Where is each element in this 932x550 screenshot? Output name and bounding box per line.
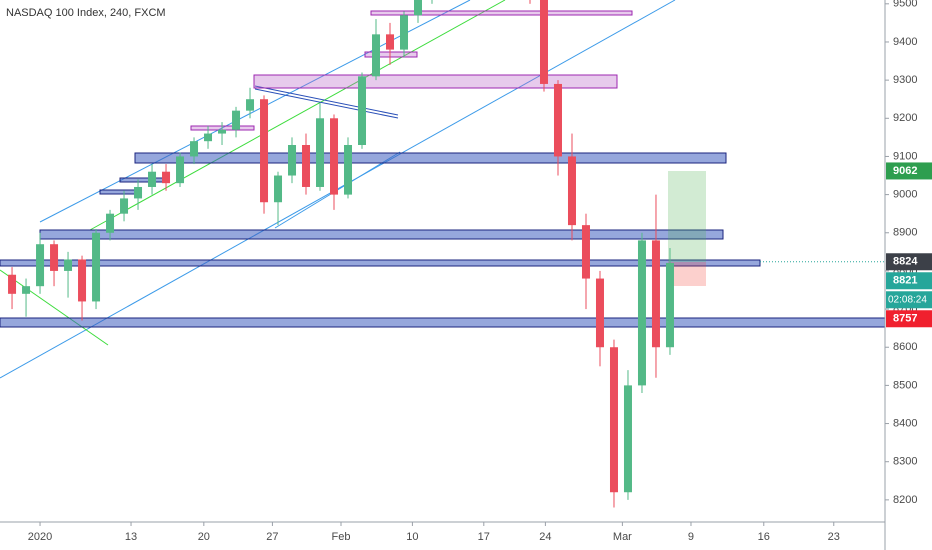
candle-body [553,83,562,157]
candle-body [260,99,269,203]
stop-zone [668,262,706,286]
x-tick-label: 10 [406,531,418,543]
y-tick-label: 9200 [893,112,917,124]
candle-body [204,133,213,142]
zone [253,74,618,89]
candle-body [288,145,297,176]
y-tick-label: 8600 [893,341,917,353]
price-badge-label: 8824 [893,256,918,268]
candle-body [581,225,590,279]
drawings [0,0,885,379]
x-tick-label: 23 [828,531,840,543]
candle-body [358,76,367,145]
candle-body [400,15,409,50]
candle-body [232,110,241,130]
y-tick-label: 8900 [893,227,917,239]
candle-body [623,385,632,493]
candle-body [344,145,353,195]
candle-body [176,156,185,184]
candle-body [665,262,674,348]
candle-body [8,274,17,294]
trend-line [254,88,399,119]
target-zone [668,171,706,262]
x-tick-label: Mar [613,531,632,543]
y-tick-label: 9100 [893,150,917,162]
zone [364,51,418,58]
x-tick-label: 2020 [28,531,52,543]
y-tick-label: 8300 [893,456,917,468]
x-tick-label: 24 [539,531,551,543]
x-tick-label: 27 [266,531,278,543]
candle-body [134,186,143,199]
trend-line [0,269,109,346]
candle-body [64,259,73,271]
x-tick-label: 20 [198,531,210,543]
trend-line [254,85,399,116]
zone [0,259,761,267]
candle-body [595,278,604,348]
zone [0,317,885,328]
zone [119,177,166,183]
candle-body [78,259,87,302]
zone [39,229,724,240]
candles [8,0,674,508]
y-tick-label: 9400 [893,36,917,48]
candle-body [36,244,45,287]
candle-body [567,156,576,226]
candle-body [190,141,199,157]
x-tick-label: 16 [758,531,770,543]
x-tick-label: 17 [478,531,490,543]
candle-body [302,145,311,187]
zone [370,10,633,16]
candle-body [539,0,548,84]
y-tick-label: 9500 [893,0,917,10]
candle-body [386,34,395,50]
price-badge [886,253,932,271]
price-badge-label: 8757 [893,313,917,325]
chart-title: NASDAQ 100 Index, 240, FXCM [6,7,166,19]
candle-body [609,347,618,493]
candle-body [50,244,59,271]
price-badge-label: 8821 [893,275,917,287]
zone [134,152,727,164]
x-tick-label: 9 [688,531,694,543]
price-badge [886,310,932,328]
candle-body [372,34,381,77]
trend-line [89,0,506,231]
candle-body [162,171,171,184]
candle-body [148,171,157,187]
candle-body [120,198,129,214]
candle-body [22,286,31,294]
candle-body [316,118,325,187]
channel-line [39,0,471,223]
candle-body [330,118,339,195]
candle-body [92,232,101,302]
candle-body [274,175,283,203]
x-tick-label: Feb [332,531,351,543]
candle-body [414,0,423,16]
candle-body [637,240,646,386]
y-tick-label: 8200 [893,494,917,506]
y-tick-label: 8500 [893,379,917,391]
price-badge [886,162,932,180]
candle-body [106,213,115,233]
price-badge-label: 9062 [893,165,917,177]
y-tick-label: 9000 [893,189,917,201]
candle-body [246,99,255,111]
candle-body [651,240,660,348]
countdown-label: 02:08:24 [888,294,927,305]
y-tick-label: 9300 [893,74,917,86]
y-tick-label: 8400 [893,417,917,429]
price-badge [886,272,932,290]
countdown-badge [886,291,932,309]
candle-body [218,129,227,134]
x-tick-label: 13 [125,531,137,543]
zone [99,189,141,195]
